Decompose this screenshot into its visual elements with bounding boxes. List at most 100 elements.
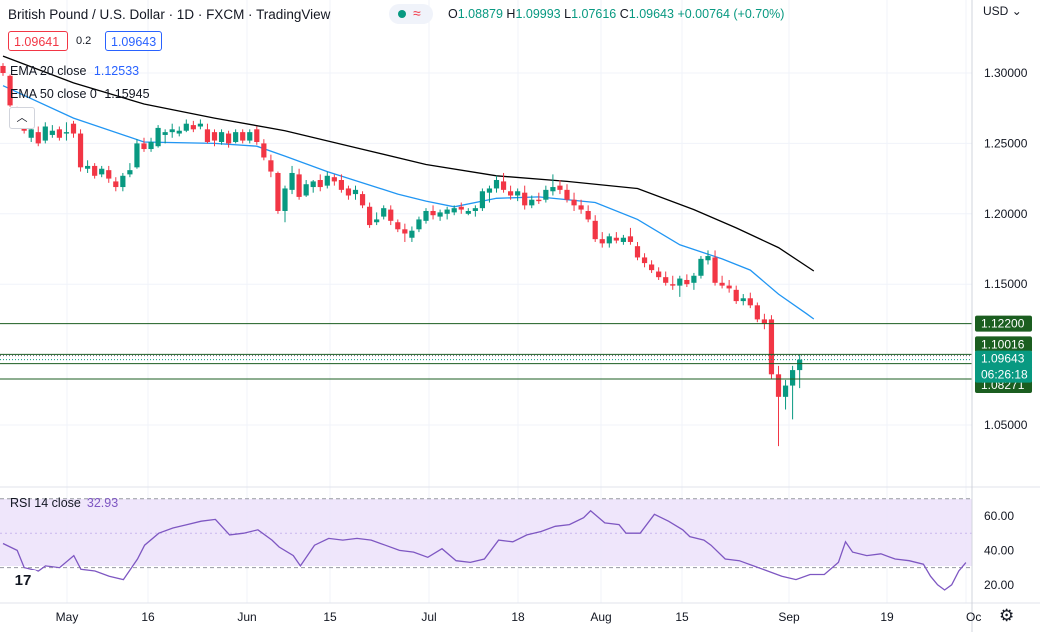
candle[interactable] <box>684 274 690 288</box>
candle[interactable] <box>42 122 48 144</box>
candle[interactable] <box>620 234 626 245</box>
ema50-legend[interactable]: EMA 50 close 0 1.15945 <box>10 87 150 101</box>
candle[interactable] <box>444 206 450 220</box>
candle[interactable] <box>218 129 225 145</box>
current-price-tag[interactable]: 1.09643 06:26:18 <box>975 350 1032 383</box>
candle[interactable] <box>656 267 662 280</box>
settings-gear-icon[interactable]: ⚙ <box>999 606 1015 625</box>
candle[interactable] <box>768 315 775 379</box>
candle[interactable] <box>430 205 436 220</box>
candle[interactable] <box>416 216 422 233</box>
candle[interactable] <box>282 185 288 223</box>
candle[interactable] <box>204 123 211 144</box>
candle[interactable] <box>162 129 168 144</box>
candle[interactable] <box>226 130 232 148</box>
candle[interactable] <box>493 175 500 193</box>
candle[interactable] <box>557 180 563 195</box>
currency-selector[interactable]: USD ⌄ <box>983 4 1022 18</box>
ema20-legend[interactable]: EMA 20 close 1.12533 <box>10 64 139 78</box>
candle[interactable] <box>303 180 309 197</box>
buy-button[interactable]: 1.09643 <box>105 31 162 51</box>
candle[interactable] <box>169 123 175 138</box>
candle[interactable] <box>543 185 549 203</box>
candle[interactable] <box>197 119 203 130</box>
rsi-legend[interactable]: RSI 14 close 32.93 <box>10 496 118 510</box>
candle[interactable] <box>247 129 253 144</box>
candle[interactable] <box>486 185 493 203</box>
candle[interactable] <box>35 126 41 147</box>
candle[interactable] <box>437 209 443 221</box>
candle[interactable] <box>99 165 105 178</box>
candle[interactable] <box>677 275 683 297</box>
sell-button[interactable]: 1.09641 <box>8 31 68 51</box>
market-status[interactable]: ≈ <box>389 4 433 24</box>
candle[interactable] <box>500 172 507 193</box>
candle[interactable] <box>649 260 655 273</box>
candle[interactable] <box>233 129 239 144</box>
tradingview-logo-icon[interactable]: 17 <box>8 570 38 592</box>
candle[interactable] <box>310 180 316 193</box>
candle[interactable] <box>458 202 464 214</box>
candle[interactable] <box>536 192 542 204</box>
candle[interactable] <box>627 227 634 245</box>
candle[interactable] <box>289 165 295 195</box>
candle[interactable] <box>85 160 91 173</box>
candle[interactable] <box>409 226 415 242</box>
candle[interactable] <box>522 185 528 210</box>
candle[interactable] <box>782 379 789 410</box>
candle[interactable] <box>141 137 147 152</box>
candle[interactable] <box>0 63 6 76</box>
candle[interactable] <box>698 256 704 279</box>
candle[interactable] <box>705 250 711 265</box>
candle[interactable] <box>592 215 598 242</box>
candle[interactable] <box>331 174 337 186</box>
candle[interactable] <box>641 253 648 268</box>
candle[interactable] <box>585 205 591 223</box>
level-tag-2[interactable]: 1.10016 <box>975 336 1032 353</box>
candle[interactable] <box>77 129 84 172</box>
candle[interactable] <box>176 126 182 137</box>
candle[interactable] <box>120 172 126 192</box>
candle[interactable] <box>275 171 281 214</box>
candle[interactable] <box>402 223 408 242</box>
candle[interactable] <box>7 74 13 107</box>
candle[interactable] <box>106 165 112 183</box>
candle[interactable] <box>733 285 739 304</box>
candle[interactable] <box>599 232 605 248</box>
candle[interactable] <box>790 365 796 420</box>
candle[interactable] <box>374 212 380 226</box>
candle[interactable] <box>134 139 140 169</box>
candle[interactable] <box>740 294 746 306</box>
candle[interactable] <box>352 185 359 200</box>
candle[interactable] <box>338 174 344 193</box>
candle[interactable] <box>113 177 119 192</box>
candle[interactable] <box>465 208 471 216</box>
candle[interactable] <box>691 272 697 290</box>
candle[interactable] <box>578 199 584 214</box>
candle[interactable] <box>345 185 352 200</box>
candle[interactable] <box>240 129 246 144</box>
candle[interactable] <box>28 126 34 142</box>
candle[interactable] <box>155 125 161 148</box>
candle[interactable] <box>797 354 803 389</box>
candle[interactable] <box>211 129 218 147</box>
candle[interactable] <box>148 137 154 152</box>
candle[interactable] <box>49 125 55 138</box>
candle[interactable] <box>719 275 725 289</box>
candle[interactable] <box>529 195 535 209</box>
candle[interactable] <box>63 122 70 141</box>
candle[interactable] <box>564 184 570 203</box>
candle[interactable] <box>183 119 189 133</box>
candle[interactable] <box>324 171 330 189</box>
candle[interactable] <box>663 271 669 286</box>
candle[interactable] <box>550 174 556 196</box>
candle[interactable] <box>479 188 485 211</box>
candle[interactable] <box>670 275 676 290</box>
candle[interactable] <box>268 154 274 178</box>
candle[interactable] <box>296 168 302 200</box>
candle[interactable] <box>127 163 133 178</box>
candle[interactable] <box>634 241 641 261</box>
chart-title[interactable]: British Pound / U.S. Dollar · 1D · FXCM … <box>8 7 331 22</box>
candle[interactable] <box>423 208 429 224</box>
